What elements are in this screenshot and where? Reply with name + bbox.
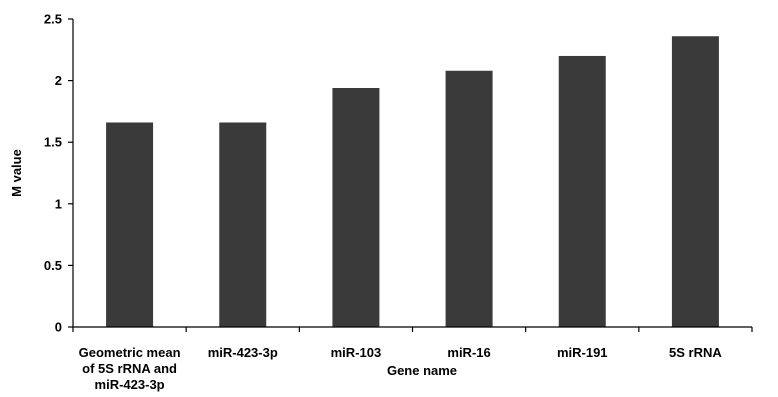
- bar: [332, 87, 380, 327]
- x-tick-label: 5S rRNA: [669, 345, 722, 360]
- y-tick-label: 0: [55, 320, 62, 335]
- bar: [219, 122, 267, 327]
- bar: [445, 70, 493, 327]
- x-tick-label: miR-103: [331, 345, 382, 360]
- y-tick-label: 2: [55, 73, 62, 88]
- y-axis-title: M value: [9, 149, 24, 197]
- x-axis-title: Gene name: [387, 363, 457, 378]
- y-tick-label: 1: [55, 196, 62, 211]
- y-tick-label: 1.5: [44, 135, 62, 150]
- y-tick-label: 2.5: [44, 12, 62, 27]
- bar: [671, 36, 719, 328]
- x-tick-label: Geometric mean of 5S rRNA and miR-423-3p: [79, 345, 181, 392]
- bar: [106, 122, 154, 327]
- x-tick-label: miR-16: [447, 345, 490, 360]
- bar: [558, 55, 606, 328]
- y-tick-label: 0.5: [44, 258, 62, 273]
- x-tick-label: miR-191: [557, 345, 608, 360]
- plot-area: 0 0.5 1 1.5 2 2.5 Geometric mean of 5S rRNA and…: [44, 12, 753, 392]
- x-tick-label: miR-423-3p: [208, 345, 278, 360]
